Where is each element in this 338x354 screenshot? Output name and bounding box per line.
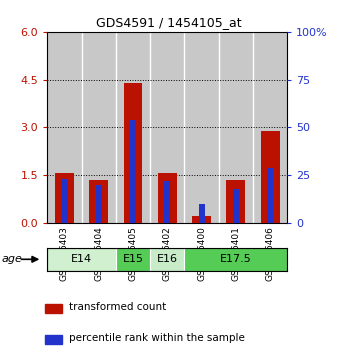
Bar [116,32,150,223]
Bar [219,32,253,223]
Bar [55,173,74,223]
Text: E17.5: E17.5 [220,254,252,264]
Bar [150,32,184,223]
Bar [158,173,177,223]
Bar [62,179,68,223]
Bar [45,303,62,313]
Text: percentile rank within the sample: percentile rank within the sample [69,333,245,343]
Bar [267,167,273,223]
Bar [89,180,108,223]
Text: E16: E16 [157,254,178,264]
Bar [96,185,102,223]
Bar [185,248,287,271]
Bar [82,32,116,223]
Bar [116,248,150,271]
Bar [150,248,185,271]
Bar [219,32,253,223]
Text: age: age [2,254,23,264]
Bar [254,32,287,223]
Bar [45,335,62,344]
Text: transformed count: transformed count [69,302,166,312]
Text: E15: E15 [123,254,144,264]
Bar [47,32,81,223]
Bar [124,84,142,223]
Bar [253,32,287,223]
Bar [81,32,116,223]
Bar [116,32,150,223]
Bar [47,248,116,271]
Bar [164,181,170,223]
Bar [185,32,219,223]
Bar [233,189,239,223]
Bar [192,216,211,223]
Bar [48,32,81,223]
Text: E14: E14 [71,254,92,264]
Bar [130,120,136,223]
Bar [185,32,218,223]
Bar [150,32,185,223]
Bar [261,131,280,223]
Bar [226,180,245,223]
Text: GDS4591 / 1454105_at: GDS4591 / 1454105_at [96,16,242,29]
Bar [198,204,205,223]
